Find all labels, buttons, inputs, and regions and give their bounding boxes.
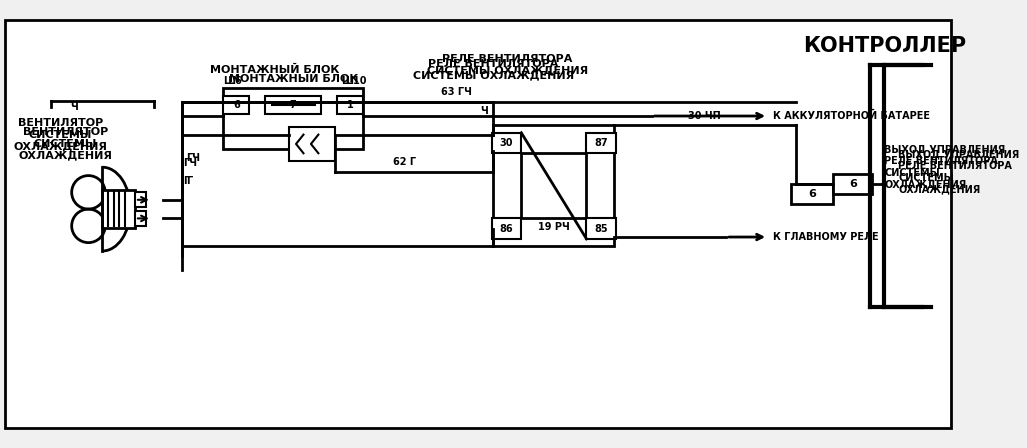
Bar xyxy=(492,133,522,153)
Text: 7: 7 xyxy=(290,100,297,110)
Text: 62 Г: 62 Г xyxy=(393,157,417,167)
Text: ВЕНТИЛЯТОР
СИСТЕМЫ
ОХЛАЖДЕНИЯ: ВЕНТИЛЯТОР СИСТЕМЫ ОХЛАЖДЕНИЯ xyxy=(18,127,112,160)
Text: КОНТРОЛЛЕР: КОНТРОЛЛЕР xyxy=(803,36,966,56)
Text: МОНТАЖНЫЙ БЛОК: МОНТАЖНЫЙ БЛОК xyxy=(229,74,358,84)
Text: 85: 85 xyxy=(595,224,608,234)
Text: 30: 30 xyxy=(500,138,514,148)
Bar xyxy=(791,184,833,204)
Bar xyxy=(522,153,586,219)
Text: 1: 1 xyxy=(347,100,353,110)
Text: 19 РЧ: 19 РЧ xyxy=(538,222,570,233)
Bar xyxy=(224,95,250,114)
Text: Ш6: Ш6 xyxy=(223,76,242,86)
Text: ВЫХОД УПРАВЛЕНИЯ
РЕЛЕ ВЕНТИЛЯТОРА
СИСТЕМЫ
ОХЛАЖДЕНИЯ: ВЫХОД УПРАВЛЕНИЯ РЕЛЕ ВЕНТИЛЯТОРА СИСТЕМ… xyxy=(884,145,1005,190)
Text: 6: 6 xyxy=(848,179,857,189)
Text: 6: 6 xyxy=(233,100,240,110)
Text: МОНТАЖНЫЙ БЛОК: МОНТАЖНЫЙ БЛОК xyxy=(210,65,339,74)
Text: Ш10: Ш10 xyxy=(341,76,367,86)
Text: ГЧ: ГЧ xyxy=(184,158,197,168)
Text: 63 ГЧ: 63 ГЧ xyxy=(441,87,471,97)
Bar xyxy=(586,219,616,239)
Text: ВЫХОД УПРАВЛЕНИЯ
РЕЛЕ ВЕНТИЛЯТОРА
СИСТЕМЫ
ОХЛАЖДЕНИЯ: ВЫХОД УПРАВЛЕНИЯ РЕЛЕ ВЕНТИЛЯТОРА СИСТЕМ… xyxy=(899,150,1020,194)
Text: К АККУЛЯТОРНОЙ БАТАРЕЕ: К АККУЛЯТОРНОЙ БАТАРЕЕ xyxy=(772,111,929,121)
Bar xyxy=(337,95,364,114)
Bar xyxy=(135,211,146,226)
Bar xyxy=(833,174,872,194)
Text: Г: Г xyxy=(186,176,192,186)
Text: Ч: Ч xyxy=(71,102,78,112)
Text: РЕЛЕ ВЕНТИЛЯТОРА
СИСТЕМЫ ОХЛАЖДЕНИЯ: РЕЛЕ ВЕНТИЛЯТОРА СИСТЕМЫ ОХЛАЖДЕНИЯ xyxy=(413,59,574,80)
Bar xyxy=(103,190,135,228)
Bar xyxy=(493,125,614,246)
Text: ВЕНТИЛЯТОР
СИСТЕМЫ
ОХЛАЖДЕНИЯ: ВЕНТИЛЯТОР СИСТЕМЫ ОХЛАЖДЕНИЯ xyxy=(13,118,108,151)
Bar xyxy=(135,192,146,207)
Bar xyxy=(224,88,364,149)
Text: К ГЛАВНОМУ РЕЛЕ: К ГЛАВНОМУ РЕЛЕ xyxy=(772,232,878,242)
Text: 6: 6 xyxy=(808,189,815,199)
Bar xyxy=(265,95,321,114)
Text: 86: 86 xyxy=(499,224,514,234)
Bar xyxy=(289,127,335,161)
Text: Ч: Ч xyxy=(481,106,488,116)
Text: 87: 87 xyxy=(595,138,608,148)
Text: РЕЛЕ ВЕНТИЛЯТОРА
СИСТЕМЫ ОХЛАЖДЕНИЯ: РЕЛЕ ВЕНТИЛЯТОРА СИСТЕМЫ ОХЛАЖДЕНИЯ xyxy=(427,54,587,76)
Bar xyxy=(492,219,522,239)
Text: 30 ЧП: 30 ЧП xyxy=(688,111,721,121)
Text: Г: Г xyxy=(184,176,190,186)
Bar xyxy=(586,133,616,153)
Text: ГЧ: ГЧ xyxy=(186,153,200,163)
